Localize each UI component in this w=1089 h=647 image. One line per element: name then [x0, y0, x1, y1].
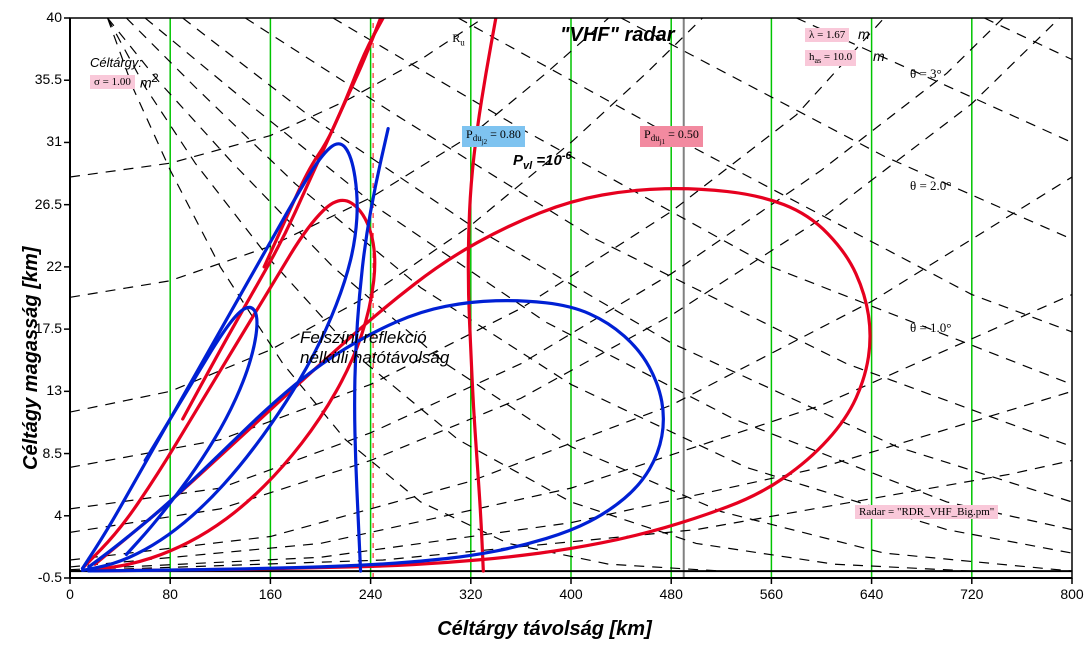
pd-red-eq: = 0.50 [665, 127, 699, 141]
theta-label: θ = 3° [910, 66, 942, 82]
haas-box: has = 10.0 [805, 50, 856, 66]
y-tick: 26.5 [22, 196, 62, 212]
x-tick: 720 [957, 586, 987, 602]
y-tick: 8.5 [22, 445, 62, 461]
y-tick: 17.5 [22, 320, 62, 336]
pvl-P: P [513, 152, 523, 169]
r-u-label: Ru [452, 31, 465, 47]
y-tick: 4 [22, 507, 62, 523]
haas-unit: m [873, 48, 885, 64]
pd-blue-sub: duj2 [473, 133, 487, 143]
y-tick: 40 [22, 9, 62, 25]
pd-blue-eq: = 0.80 [487, 127, 521, 141]
pd-blue-P: P [466, 127, 473, 141]
haas-eq: = 10.0 [821, 51, 852, 63]
x-tick: 400 [556, 586, 586, 602]
target-header-label: Céltárgy: [90, 55, 142, 70]
y-tick: -0.5 [22, 569, 62, 585]
y-tick: 13 [22, 382, 62, 398]
x-tick: 560 [756, 586, 786, 602]
freespace-line1: Felszíni reflekció [300, 328, 427, 347]
sigma-unit-m: m [140, 75, 152, 91]
x-tick: 0 [55, 586, 85, 602]
x-tick: 160 [255, 586, 285, 602]
sigma-value: σ = 1.00 [94, 76, 131, 88]
freespace-line2: nélküli hatótávolság [300, 348, 449, 367]
chart-container: Céltárgy távolság [km] Céltágy magasság … [0, 0, 1089, 647]
pd-red-sub: duj1 [651, 133, 665, 143]
y-tick: 35.5 [22, 71, 62, 87]
x-tick: 240 [356, 586, 386, 602]
sigma-box: σ = 1.00 [90, 75, 135, 89]
lambda-value: λ = 1.67 [809, 29, 845, 41]
pd-red-box: Pduj1 = 0.50 [640, 126, 703, 147]
pvl-label: Pvl =10-6 [513, 150, 572, 172]
x-tick: 640 [857, 586, 887, 602]
pvl-eq: =10 [532, 152, 562, 169]
freespace-label: Felszíni reflekció nélküli hatótávolság [300, 328, 449, 367]
y-tick: 22 [22, 258, 62, 274]
lambda-unit: m [858, 26, 870, 42]
x-tick: 80 [155, 586, 185, 602]
pd-red-P: P [644, 127, 651, 141]
x-tick: 480 [656, 586, 686, 602]
pvl-sub: vl [523, 160, 532, 172]
theta-label: θ = 1.0° [910, 320, 952, 336]
x-tick: 320 [456, 586, 486, 602]
y-tick: 31 [22, 133, 62, 149]
x-tick: 800 [1057, 586, 1087, 602]
radar-file-box: Radar = "RDR_VHF_Big.pm" [855, 505, 998, 519]
pd-blue-box: Pduj2 = 0.80 [462, 126, 525, 147]
sigma-unit: m2 [140, 72, 158, 91]
sigma-unit-sup: 2 [152, 72, 158, 85]
chart-title: "VHF" radar [560, 24, 675, 47]
pvl-sup: -6 [562, 150, 572, 162]
theta-label: θ = 2.0° [910, 178, 952, 194]
x-axis-label: Céltárgy távolság [km] [0, 618, 1089, 641]
lambda-box: λ = 1.67 [805, 28, 849, 42]
